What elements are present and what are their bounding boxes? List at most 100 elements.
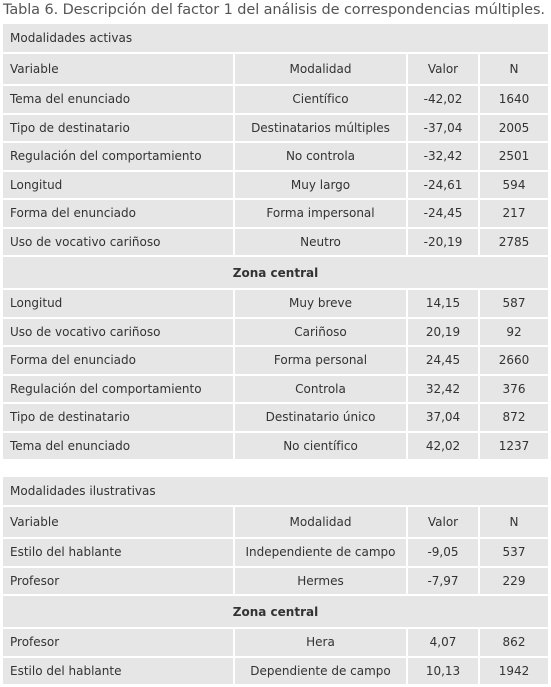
data-row: Uso de vocativo cariñoso Neutro -20,19 2785 [3, 228, 548, 255]
data-row: Tipo de destinatario Destinatario único 37… [3, 404, 548, 431]
cell: Forma del enunciado [3, 347, 233, 374]
column-header: N [480, 507, 548, 537]
data-row: Longitud Muy largo -24,61 594 [3, 171, 548, 198]
cell: Profesor [3, 567, 233, 594]
data-row: Regulación del comportamiento No controla… [3, 143, 548, 170]
cell: Profesor [3, 629, 233, 656]
cell: Forma personal [235, 347, 406, 374]
cell: Destinatario único [235, 404, 406, 431]
data-row: Forma del enunciado Forma impersonal -24,4… [3, 200, 548, 227]
cell: 2785 [480, 228, 548, 255]
cell: -37,04 [408, 114, 478, 141]
cell: -9,05 [408, 539, 478, 566]
cell: 20,19 [408, 318, 478, 345]
cell: -7,97 [408, 567, 478, 594]
data-row: Estilo del hablante Independiente de camp… [3, 539, 548, 566]
cell: 4,07 [408, 629, 478, 656]
central-heading: Zona central [3, 257, 548, 288]
cell: 872 [480, 404, 548, 431]
column-header: Valor [408, 54, 478, 84]
column-header: Valor [408, 507, 478, 537]
cell: Tipo de destinatario [3, 404, 233, 431]
column-header: Modalidad [235, 54, 406, 84]
data-row: Regulación del comportamiento Controla 32,… [3, 375, 548, 402]
cell: Hera [235, 629, 406, 656]
cell: 37,04 [408, 404, 478, 431]
central-row: Zona central [3, 257, 548, 288]
cell: Tipo de destinatario [3, 114, 233, 141]
cell: -24,45 [408, 200, 478, 227]
data-row: Forma del enunciado Forma personal 24,45 26… [3, 347, 548, 374]
cell: Cariñoso [235, 318, 406, 345]
data-row: Profesor Hera 4,07 862 [3, 629, 548, 656]
cell: Tema del enunciado [3, 86, 233, 113]
cell: 2005 [480, 114, 548, 141]
cell: -42,02 [408, 86, 478, 113]
data-row: Tipo de destinatario Destinatarios múltip… [3, 114, 548, 141]
cell: -24,61 [408, 171, 478, 198]
table-title: Tabla 6. Descripción del factor 1 del an… [3, 2, 545, 18]
cell: Destinatarios múltiples [235, 114, 406, 141]
data-row: Longitud Muy breve 14,15 587 [3, 290, 548, 317]
cell: 2501 [480, 143, 548, 170]
cell: Uso de vocativo cariñoso [3, 228, 233, 255]
cell: 229 [480, 567, 548, 594]
cell: Independiente de campo [235, 539, 406, 566]
cell: 587 [480, 290, 548, 317]
cell: 92 [480, 318, 548, 345]
cell: 537 [480, 539, 548, 566]
cell: Forma del enunciado [3, 200, 233, 227]
cell: Hermes [235, 567, 406, 594]
data-row: Profesor Hermes -7,97 229 [3, 567, 548, 594]
cell: Muy largo [235, 171, 406, 198]
cell: 862 [480, 629, 548, 656]
cell: -20,19 [408, 228, 478, 255]
cell: Estilo del hablante [3, 657, 233, 684]
cell: Muy breve [235, 290, 406, 317]
cell: Tema del enunciado [3, 432, 233, 459]
cell: 24,45 [408, 347, 478, 374]
cell: 32,42 [408, 375, 478, 402]
column-header: Variable [3, 54, 233, 84]
cell: No científico [235, 432, 406, 459]
cell: 1237 [480, 432, 548, 459]
cell: Controla [235, 375, 406, 402]
central-row: Zona central [3, 596, 548, 627]
cell: Regulación del comportamiento [3, 375, 233, 402]
cell: Uso de vocativo cariñoso [3, 318, 233, 345]
cell: 10,13 [408, 657, 478, 684]
section-heading: Modalidades ilustrativas [3, 477, 548, 505]
cell: 2660 [480, 347, 548, 374]
header-row: Variable Modalidad Valor N [3, 54, 548, 84]
cell: Regulación del comportamiento [3, 143, 233, 170]
data-row: Tema del enunciado Científico -42,02 1640 [3, 86, 548, 113]
cell: Dependiente de campo [235, 657, 406, 684]
data-row: Uso de vocativo cariñoso Cariñoso 20,19 92 [3, 318, 548, 345]
table: Modalidades activas Variable Modalidad Valo… [3, 24, 548, 459]
header-row: Variable Modalidad Valor N [3, 507, 548, 537]
cell: 1942 [480, 657, 548, 684]
central-heading: Zona central [3, 596, 548, 627]
cell: 1640 [480, 86, 548, 113]
data-row: Estilo del hablante Dependiente de campo 1… [3, 657, 548, 684]
cell: Neutro [235, 228, 406, 255]
cell: -32,42 [408, 143, 478, 170]
cell: Estilo del hablante [3, 539, 233, 566]
cell: No controla [235, 143, 406, 170]
column-header: N [480, 54, 548, 84]
column-header: Variable [3, 507, 233, 537]
cell: 376 [480, 375, 548, 402]
cell: 14,15 [408, 290, 478, 317]
cell: 217 [480, 200, 548, 227]
cell: 594 [480, 171, 548, 198]
column-header: Modalidad [235, 507, 406, 537]
cell: Científico [235, 86, 406, 113]
table: Modalidades ilustrativas Variable Modalida… [3, 477, 548, 684]
data-row: Tema del enunciado No científico 42,02 1237 [3, 432, 548, 459]
cell: Longitud [3, 290, 233, 317]
cell: Longitud [3, 171, 233, 198]
cell: 42,02 [408, 432, 478, 459]
heading-row: Modalidades activas [3, 24, 548, 52]
